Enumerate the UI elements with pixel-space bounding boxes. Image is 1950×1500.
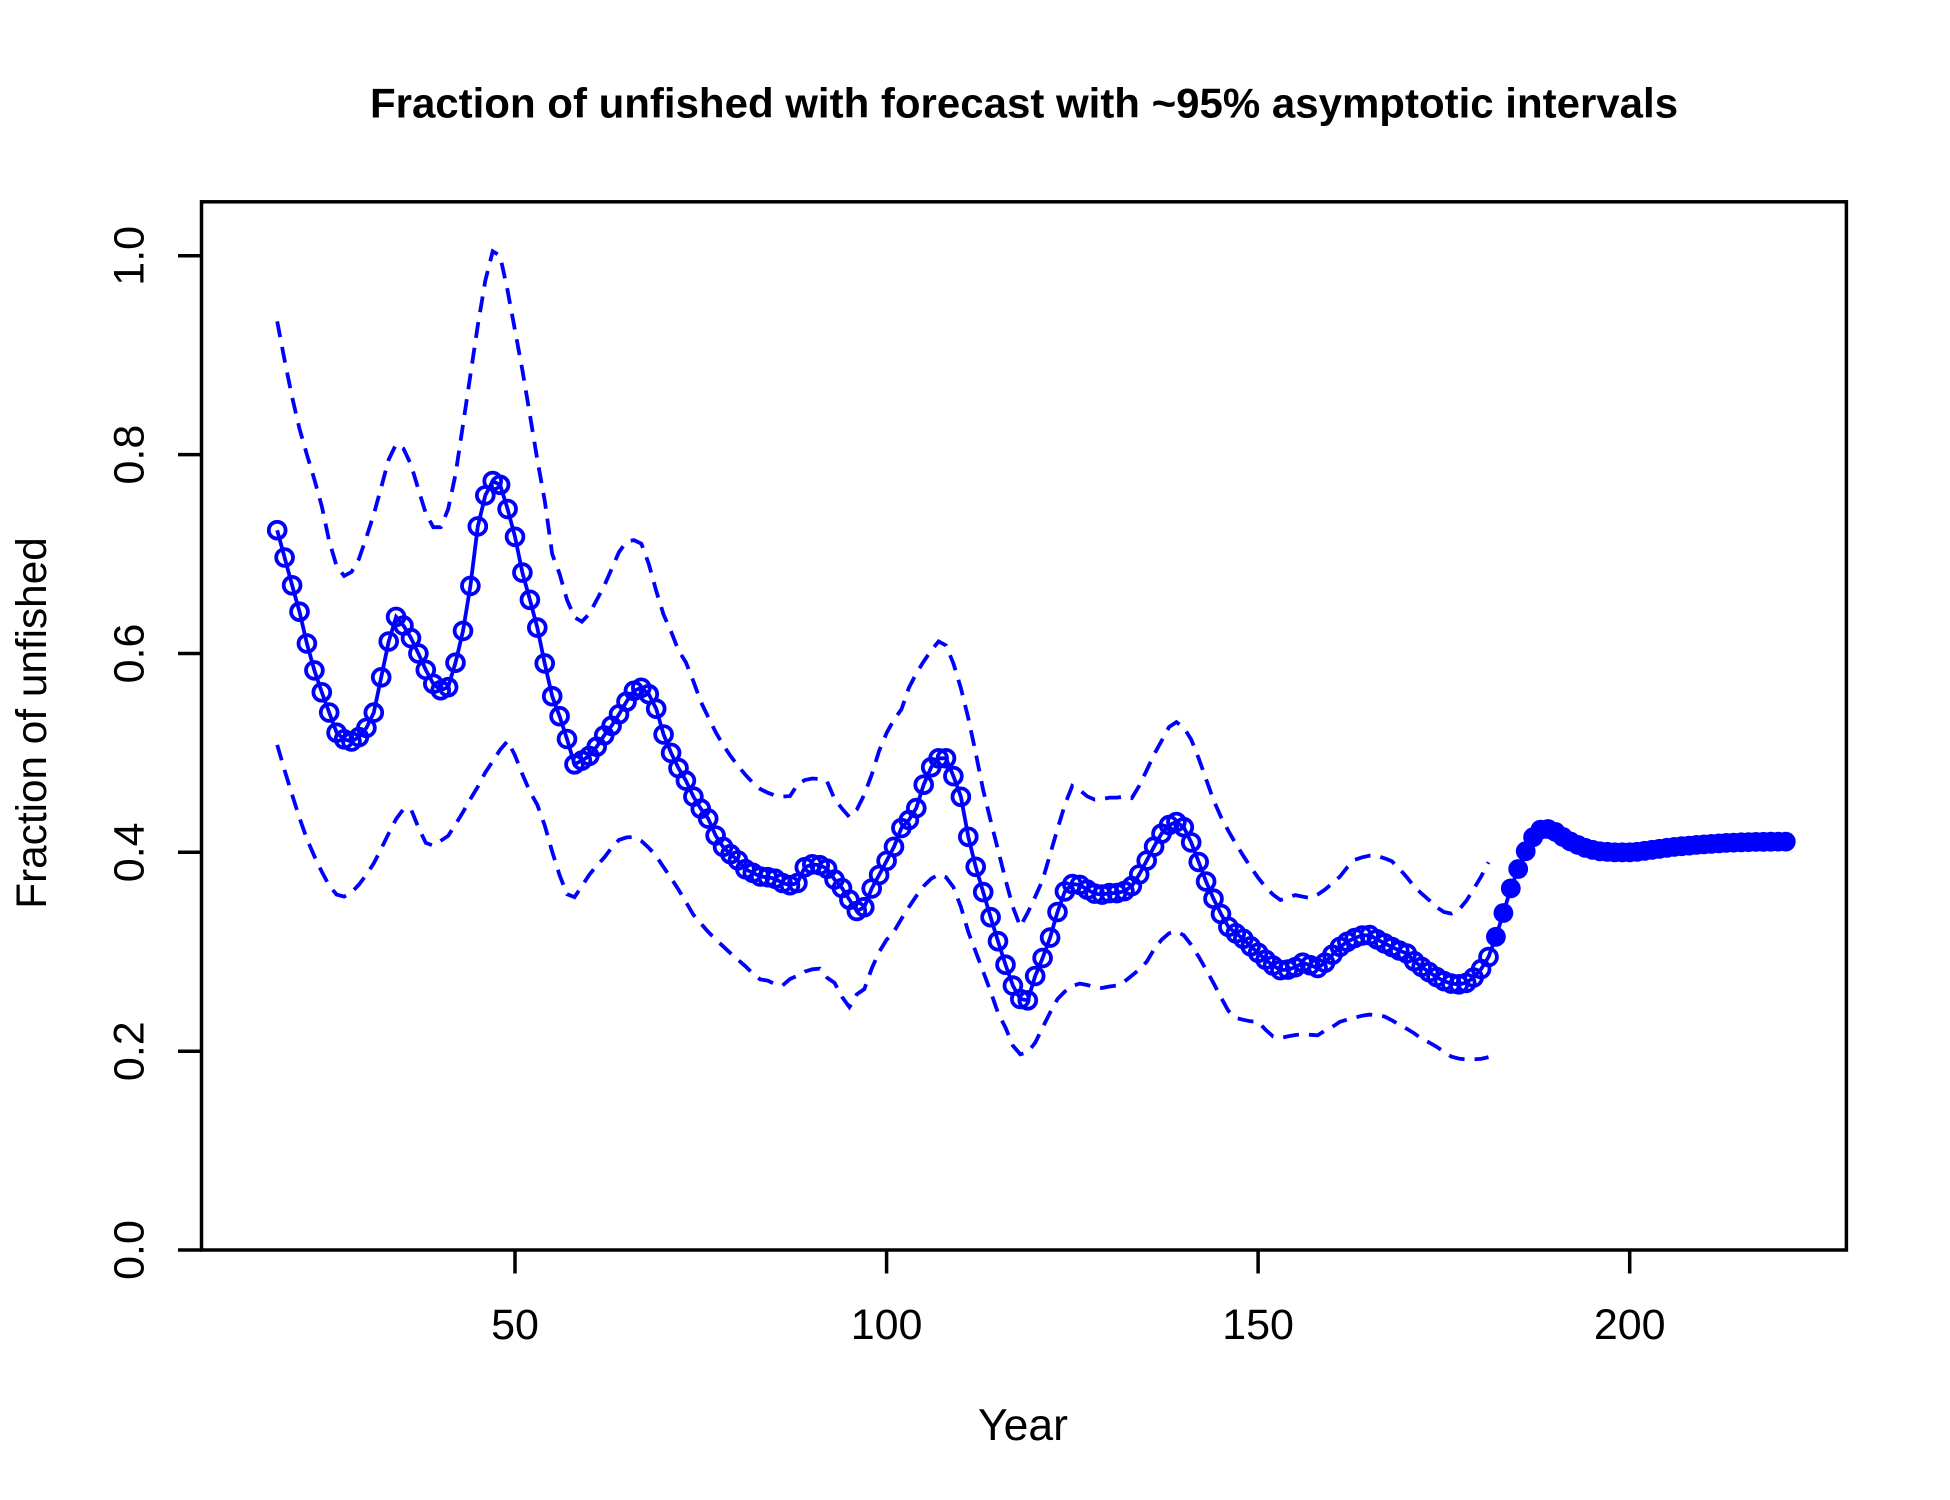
svg-text:0.2: 0.2	[106, 1021, 154, 1081]
svg-text:0.6: 0.6	[106, 624, 154, 684]
svg-text:0.0: 0.0	[106, 1220, 154, 1280]
svg-text:Fraction of unfished with fore: Fraction of unfished with forecast with …	[370, 80, 1678, 127]
svg-text:Fraction of unfished: Fraction of unfished	[8, 537, 55, 908]
svg-text:150: 150	[1222, 1301, 1294, 1349]
svg-text:50: 50	[491, 1301, 539, 1349]
svg-text:0.8: 0.8	[106, 425, 154, 485]
svg-text:0.4: 0.4	[106, 822, 154, 882]
svg-text:100: 100	[851, 1301, 923, 1349]
svg-text:200: 200	[1594, 1301, 1666, 1349]
svg-text:1.0: 1.0	[106, 226, 154, 286]
svg-text:Year: Year	[978, 1401, 1068, 1450]
